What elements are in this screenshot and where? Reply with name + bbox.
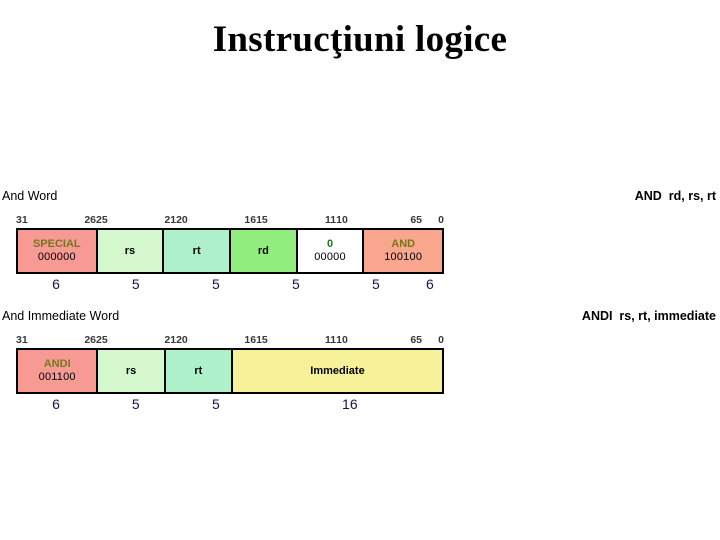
bit-field-name: SPECIAL [32,238,81,250]
bit-position-tick: 16 [244,334,257,346]
bit-position-ticks: 31 26 25 21 20 16 15 11 10 6 5 0 [16,334,444,348]
bit-field-width: 6 [52,396,60,412]
bit-field-widths: 6 5 5 16 [16,395,444,415]
bit-field-width: 5 [211,276,220,292]
bit-position-tick: 5 [416,214,423,226]
bit-position-tick: 15 [256,214,268,226]
bit-position-tick: 25 [96,214,108,226]
bit-field-name: rt [194,364,203,377]
bit-field-cell: rs [97,230,165,272]
bit-field-diagram-andi: 31 26 25 21 20 16 15 11 10 6 5 0 ANDI 001100 rs rt Imme… [16,334,444,415]
bit-field-bar: ANDI 001100 rs rt Immediate [16,348,444,394]
bit-field-encoding: 00000 [314,251,346,263]
bit-field-width: 6 [52,276,60,292]
bit-field-width: 5 [131,396,140,412]
bit-field-width: 5 [292,276,300,292]
bit-position-tick: 25 [96,334,108,346]
bit-field-name: ANDI [43,358,71,370]
bit-field-width: 16 [342,396,358,412]
bit-field-width: 5 [131,276,140,292]
bit-field-encoding: 100100 [384,251,423,263]
instruction-description-label: And Immediate Word [2,309,120,323]
page-title: Instrucţiuni logice [212,19,508,60]
bit-field-name: rd [257,244,269,257]
bit-field-cell: rs [98,350,166,392]
bit-position-tick: 11 [325,334,337,346]
bit-field-width: 6 [425,276,434,292]
bit-field-name: 0 [326,238,334,250]
bit-field-name: rs [125,364,137,377]
bit-field-diagram-and: 31 26 25 21 20 16 15 11 10 6 5 0 SPECIAL 000000 rs rt r… [16,214,444,295]
bit-position-tick: 10 [336,214,348,226]
bit-field-cell: AND 100100 [364,230,442,272]
bit-field-name: AND [391,238,416,250]
bit-position-tick: 5 [416,334,423,346]
bit-field-cell: rt [164,230,231,272]
bit-position-tick: 15 [256,334,268,346]
bit-field-cell: Immediate [233,350,442,392]
bit-field-name: rs [124,244,136,257]
bit-field-width: 5 [211,396,220,412]
bit-field-name: Immediate [310,364,365,377]
bit-field-cell: SPECIAL 000000 [18,230,98,272]
bit-position-tick: 10 [336,334,348,346]
bit-position-tick: 20 [176,334,188,346]
bit-position-tick: 26 [84,334,97,346]
bit-position-ticks: 31 26 25 21 20 16 15 11 10 6 5 0 [16,214,444,228]
bit-position-tick: 21 [164,214,177,226]
bit-field-cell: rt [165,350,233,392]
bit-position-tick: 6 [410,334,417,346]
instruction-description-label: And Word [2,189,58,203]
bit-position-tick: 31 [16,334,28,346]
bit-field-widths: 6 5 5 5 5 6 [16,275,444,295]
bit-position-tick: 20 [176,214,188,226]
instruction-syntax-label: AND rd, rs, rt [634,189,716,203]
bit-field-cell: ANDI 001100 [18,350,99,392]
bit-position-tick: 0 [438,334,444,346]
bit-field-cell: 0 00000 [297,230,365,272]
instruction-syntax-label: ANDI rs, rt, immediate [581,309,716,323]
bit-position-tick: 0 [438,214,444,226]
bit-position-tick: 21 [164,334,177,346]
bit-field-name: rt [192,244,201,257]
bit-position-tick: 16 [244,214,257,226]
bit-field-width: 5 [372,276,380,292]
bit-field-encoding: 000000 [37,251,76,263]
bit-position-tick: 31 [16,214,28,226]
bit-field-encoding: 001100 [38,371,76,383]
bit-field-bar: SPECIAL 000000 rs rt rd 0 00000 AND 100100 [16,228,444,274]
bit-position-tick: 26 [84,214,97,226]
bit-position-tick: 11 [325,214,337,226]
bit-field-cell: rd [231,230,298,272]
bit-position-tick: 6 [410,214,417,226]
